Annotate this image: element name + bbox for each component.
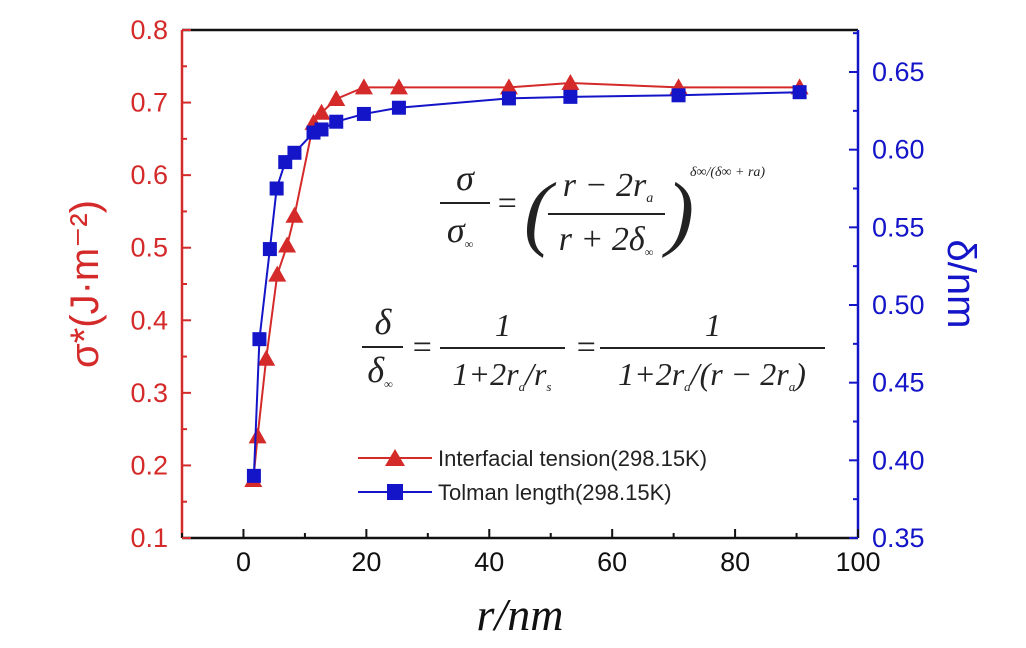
y-left-tick-label: 0.5 <box>130 233 168 263</box>
eq2-f2-den-sub2: a <box>789 379 796 394</box>
y-left-tick-label: 0.7 <box>130 88 168 118</box>
data-point-triangle <box>499 78 518 95</box>
eq2-equals-1: = <box>411 329 434 366</box>
x-tick-label: 0 <box>236 547 251 577</box>
eq2-f1-den: 1+2ra/rs <box>453 356 552 394</box>
data-point-square <box>356 106 371 121</box>
eq2-f2-den-rest: /(r − 2r <box>689 356 790 392</box>
eq1-num-text: r − 2r <box>563 167 647 204</box>
eq2-lhs-den: δ∞ <box>367 350 393 391</box>
data-point-square <box>314 122 329 137</box>
series-layer <box>244 73 809 487</box>
data-point-triangle <box>257 349 276 366</box>
data-point-triangle <box>248 427 267 444</box>
eq1-lhs-den-sub: ∞ <box>465 237 474 251</box>
x-axis-title: r/nm <box>477 589 564 640</box>
eq1-lhs-den: σ∞ <box>447 210 474 251</box>
data-point-triangle <box>278 236 297 253</box>
eq2-lhs-den-text: δ <box>367 350 385 390</box>
data-point-square <box>671 88 686 103</box>
x-tick-label: 20 <box>351 547 381 577</box>
eq1-exponent: δ∞/(δ∞ + ra) <box>690 165 765 180</box>
x-tick-label: 60 <box>597 547 627 577</box>
data-point-triangle <box>354 78 373 95</box>
eq1-open-paren: ( <box>524 166 557 259</box>
triangle-marker-icon <box>385 449 405 466</box>
y-right-tick-label: 0.45 <box>872 368 925 398</box>
square-marker-icon <box>387 484 403 500</box>
eq1-den-text: r + 2δ <box>559 221 646 258</box>
eq1-den: r + 2δ∞ <box>559 221 654 259</box>
eq1-lhs-den-text: σ <box>447 210 466 250</box>
x-axis-title-text: r/nm <box>477 589 564 640</box>
y-left-tick-label: 0.8 <box>130 15 168 45</box>
y-left-tick-label: 0.4 <box>130 305 168 335</box>
eq1-den-sub: ∞ <box>645 245 654 259</box>
eq1-lhs-num: σ <box>456 158 475 198</box>
axes: 0 20 40 60 80 100 0.1 0.2 0.3 0.4 0.5 0.6 0.7 0.8 0.35… <box>130 15 924 577</box>
data-point-square <box>391 100 406 115</box>
legend-label: Tolman length(298.15K) <box>438 480 672 505</box>
eq2-f1-num: 1 <box>495 307 511 343</box>
equation-1: σ σ∞ = ( r − 2ra r + 2δ∞ ) δ∞/(δ∞ + ra) <box>440 158 765 259</box>
y-right-tick-label: 0.55 <box>872 212 925 242</box>
y-right-tick-label: 0.35 <box>872 523 925 553</box>
eq2-f2-den-text: 1+2r <box>618 356 685 392</box>
legend: Interfacial tension(298.15K) Tolman leng… <box>358 446 707 505</box>
eq2-lhs-num: δ <box>375 302 393 342</box>
data-point-square <box>246 468 261 483</box>
y-right-tick-label: 0.40 <box>872 445 925 475</box>
data-point-square <box>252 332 267 347</box>
data-point-triangle <box>268 265 287 282</box>
series-line-interfacial-tension <box>252 81 800 481</box>
data-point-triangle <box>389 78 408 95</box>
eq1-num: r − 2ra <box>563 167 653 206</box>
x-tick-label: 80 <box>720 547 750 577</box>
eq2-f1-den-sub2: s <box>546 379 551 394</box>
data-point-square <box>269 181 284 196</box>
data-point-square <box>287 145 302 160</box>
legend-label: Interfacial tension(298.15K) <box>438 446 707 471</box>
y-left-tick-label: 0.1 <box>130 523 168 553</box>
y-right-axis-title: δ/nm <box>939 240 983 329</box>
data-point-square <box>329 114 344 129</box>
data-point-square <box>501 91 516 106</box>
y-right-tick-label: 0.60 <box>872 135 925 165</box>
data-point-triangle <box>327 89 346 106</box>
series-line-tolman-length <box>252 91 800 476</box>
eq2-f1-den-text: 1+2r <box>453 356 520 392</box>
y-right-tick-label: 0.50 <box>872 290 925 320</box>
legend-item-interfacial-tension: Interfacial tension(298.15K) <box>358 446 707 471</box>
y-left-tick-label: 0.3 <box>130 378 168 408</box>
legend-item-tolman-length: Tolman length(298.15K) <box>358 480 672 505</box>
data-point-square <box>563 89 578 104</box>
eq2-lhs-den-sub: ∞ <box>384 377 393 391</box>
eq2-equals-2: = <box>575 329 598 366</box>
x-tick-label: 40 <box>474 547 504 577</box>
eq2-f2-num: 1 <box>705 307 721 343</box>
data-point-triangle <box>285 206 304 223</box>
eq1-equals: = <box>496 185 519 222</box>
data-point-triangle <box>561 73 580 90</box>
data-point-square <box>262 242 277 257</box>
eq2-f2-den-end: ) <box>793 356 806 392</box>
eq1-num-sub: a <box>646 191 653 206</box>
eq2-f2-den: 1+2ra/(r − 2ra) <box>618 356 806 394</box>
equation-2: δ δ∞ = 1 1+2ra/rs = 1 1+2ra/(r − 2ra) <box>362 302 825 394</box>
data-point-triangle <box>312 103 331 120</box>
y-left-tick-label: 0.2 <box>130 450 168 480</box>
eq1-close-paren: ) <box>662 166 694 259</box>
y-right-tick-label: 0.65 <box>872 57 925 87</box>
y-left-axis-title: σ*(J·m⁻²) <box>63 200 107 368</box>
x-tick-label: 100 <box>835 547 880 577</box>
data-point-square <box>792 85 807 100</box>
y-left-tick-label: 0.6 <box>130 160 168 190</box>
eq2-f1-den-sub: a <box>519 379 526 394</box>
eq2-f1-den-rest: /r <box>523 356 547 392</box>
eq2-f2-den-sub: a <box>684 379 691 394</box>
